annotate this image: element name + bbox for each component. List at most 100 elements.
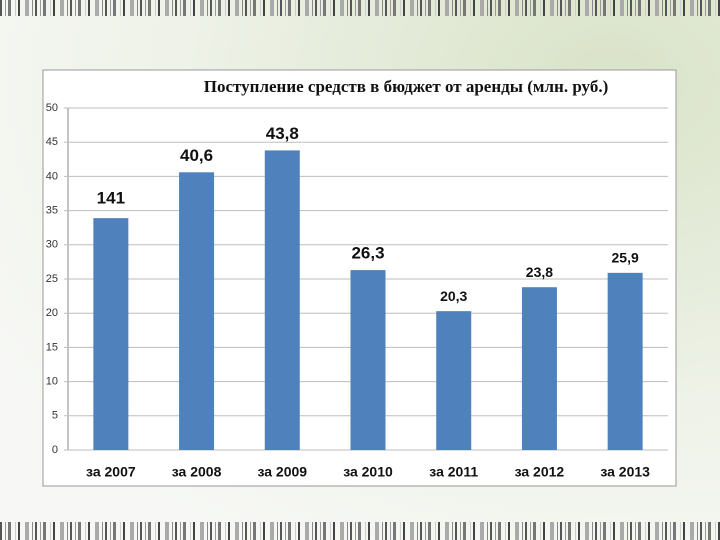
decor-stripe	[630, 522, 632, 540]
decor-stripe	[120, 0, 121, 16]
decor-stripe	[210, 0, 212, 16]
bar	[607, 272, 643, 450]
decor-stripe	[180, 522, 181, 540]
decor-stripe	[560, 522, 562, 540]
decor-stripe	[218, 522, 221, 540]
decor-stripe	[172, 0, 173, 16]
decor-stripe	[88, 0, 90, 16]
decor-stripe	[585, 522, 589, 540]
x-tick-label: за 2010	[343, 464, 393, 480]
y-tick-label: 15	[46, 341, 58, 353]
decor-stripe	[15, 0, 16, 16]
decor-stripe	[137, 0, 138, 16]
decor-stripe	[382, 0, 383, 16]
bar	[436, 311, 472, 450]
decor-stripe	[312, 0, 313, 16]
decor-stripe	[312, 522, 313, 540]
decor-stripe	[645, 0, 646, 16]
decor-stripe	[158, 522, 160, 540]
decor-stripe	[522, 0, 523, 16]
decor-stripe	[613, 522, 615, 540]
decor-stripe	[285, 522, 286, 540]
decor-stripe	[390, 522, 391, 540]
decor-stripe	[43, 522, 46, 540]
decor-stripe	[533, 522, 536, 540]
decor-stripe	[155, 522, 156, 540]
decor-stripe	[95, 522, 99, 540]
decor-stripe	[148, 0, 151, 16]
decor-stripe	[700, 522, 702, 540]
decor-stripe	[708, 0, 711, 16]
decor-stripe	[200, 522, 204, 540]
x-tick-label: за 2008	[172, 464, 222, 480]
decor-stripe	[473, 0, 475, 16]
decor-stripe	[435, 0, 436, 16]
decor-stripe	[690, 522, 694, 540]
decor-stripe	[550, 0, 554, 16]
decor-stripe	[50, 0, 51, 16]
decor-stripe	[18, 0, 20, 16]
y-tick-label: 25	[46, 273, 58, 285]
decor-stripe	[515, 522, 519, 540]
decor-stripe	[638, 522, 641, 540]
decor-stripe	[648, 522, 650, 540]
decor-stripe	[595, 522, 597, 540]
decor-stripe	[263, 0, 265, 16]
decor-stripe	[662, 522, 663, 540]
decor-stripe	[455, 0, 457, 16]
decor-stripe	[635, 0, 636, 16]
decor-stripe	[610, 0, 611, 16]
decor-stripe	[557, 0, 558, 16]
decor-stripe	[638, 0, 641, 16]
decor-stripe	[183, 0, 186, 16]
decor-stripe	[670, 0, 671, 16]
decor-stripe	[228, 522, 230, 540]
decor-stripe	[705, 0, 706, 16]
decor-stripe	[420, 0, 422, 16]
decor-stripe	[110, 0, 111, 16]
decor-stripe	[575, 0, 576, 16]
decor-stripe	[78, 522, 81, 540]
decor-stripe	[358, 522, 361, 540]
decor-stripe	[495, 0, 496, 16]
decor-stripe	[417, 522, 418, 540]
decor-stripe	[683, 522, 685, 540]
decor-stripe	[425, 522, 426, 540]
decor-stripe	[88, 522, 90, 540]
decor-stripe	[525, 522, 527, 540]
decor-stripe	[400, 522, 401, 540]
decor-stripe	[578, 0, 580, 16]
value-label: 40,6	[180, 146, 213, 165]
decor-stripe	[298, 0, 300, 16]
decor-stripe	[102, 0, 103, 16]
chart-title: Поступление средств в бюджет от аренды (…	[204, 77, 609, 96]
decor-stripe	[627, 0, 628, 16]
decor-stripe	[270, 0, 274, 16]
decor-stripe	[340, 522, 344, 540]
decor-stripe	[218, 0, 221, 16]
decor-stripe	[207, 0, 208, 16]
decor-stripe	[172, 522, 173, 540]
decor-stripe	[630, 0, 632, 16]
decor-stripe	[8, 522, 11, 540]
decor-stripe	[75, 522, 76, 540]
decor-stripe	[508, 0, 510, 16]
decor-stripe	[697, 0, 698, 16]
decor-stripe	[180, 0, 181, 16]
decor-stripe	[32, 522, 33, 540]
annotation: 141	[97, 189, 125, 208]
decor-stripe	[410, 522, 414, 540]
decor-stripe	[543, 0, 545, 16]
value-label: 23,8	[526, 264, 553, 280]
decor-stripe	[25, 0, 29, 16]
decor-stripe	[603, 0, 606, 16]
decor-stripe	[120, 522, 121, 540]
decor-stripe	[130, 522, 134, 540]
decor-stripe	[592, 0, 593, 16]
decor-stripe	[5, 522, 6, 540]
decor-stripe	[60, 522, 64, 540]
decor-stripe	[305, 522, 309, 540]
decor-stripe	[568, 522, 571, 540]
decor-stripe	[53, 522, 55, 540]
decor-stripe	[347, 522, 348, 540]
